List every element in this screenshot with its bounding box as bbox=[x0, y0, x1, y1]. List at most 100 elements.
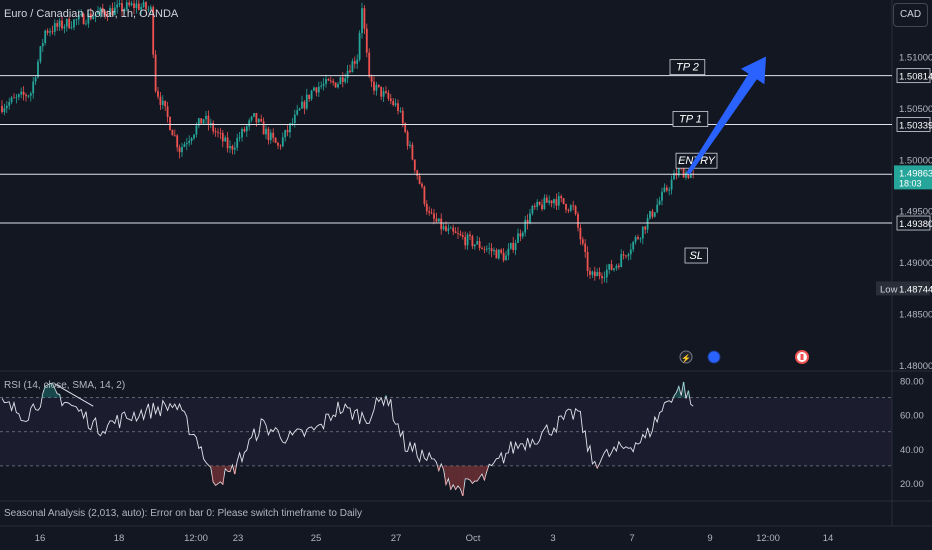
low-price-label: 1.48744 bbox=[899, 284, 932, 295]
candle-body bbox=[387, 92, 390, 99]
candle-body bbox=[130, 3, 133, 6]
candle-body bbox=[291, 123, 294, 124]
candle-body bbox=[389, 98, 392, 102]
candle-body bbox=[495, 249, 498, 259]
rsi-oversold-fill bbox=[461, 465, 464, 497]
candle-body bbox=[603, 277, 606, 279]
candle-body bbox=[416, 170, 419, 176]
candle-body bbox=[507, 248, 510, 256]
candle-body bbox=[325, 79, 327, 84]
candle-body bbox=[116, 4, 119, 8]
candle-body bbox=[152, 7, 155, 55]
rsi-overbought-fill bbox=[41, 393, 44, 398]
candle-body bbox=[605, 269, 608, 278]
current-price-label: 1.49863 bbox=[899, 168, 932, 179]
candle-body bbox=[579, 227, 582, 240]
level-price-tag bbox=[896, 68, 931, 84]
level-price-tag bbox=[896, 215, 931, 231]
candle-body bbox=[533, 205, 536, 207]
current-price-tag bbox=[894, 165, 932, 190]
candle-body bbox=[668, 189, 671, 191]
rsi-overbought-fill bbox=[53, 388, 56, 398]
candle-body bbox=[466, 234, 469, 246]
candle-body bbox=[673, 173, 675, 180]
candle-body bbox=[233, 147, 236, 150]
candle-body bbox=[77, 14, 80, 20]
rsi-oversold-fill bbox=[449, 465, 452, 490]
candle-body bbox=[531, 205, 534, 214]
candle-body bbox=[490, 248, 493, 252]
candle-body bbox=[85, 23, 87, 25]
candle-body bbox=[125, 2, 128, 9]
candle-body bbox=[445, 226, 447, 231]
price-tick-label: 1.51000 bbox=[899, 53, 932, 64]
candle-body bbox=[656, 204, 659, 213]
candle-body bbox=[171, 130, 174, 136]
candle-body bbox=[392, 101, 395, 106]
candle-body bbox=[634, 236, 637, 242]
low-price-tag bbox=[876, 281, 930, 296]
candle-body bbox=[413, 159, 416, 171]
candle-body bbox=[337, 84, 339, 88]
candle-body bbox=[224, 137, 227, 142]
price-tick-label: 1.50500 bbox=[899, 104, 932, 115]
candle-body bbox=[351, 61, 354, 73]
candle-body bbox=[454, 231, 457, 233]
rsi-overbought-fill bbox=[51, 383, 54, 398]
candle-body bbox=[310, 90, 313, 100]
candle-body bbox=[500, 249, 503, 253]
candle-body bbox=[639, 238, 642, 240]
candle-body bbox=[476, 241, 479, 245]
candle-body bbox=[159, 96, 162, 105]
candle-body bbox=[617, 265, 620, 268]
candle-body bbox=[296, 110, 299, 115]
rsi-overbought-fill bbox=[48, 383, 52, 398]
candle-body bbox=[440, 218, 443, 230]
time-tick-label: 25 bbox=[311, 533, 322, 544]
low-prefix-label: Low bbox=[880, 284, 898, 295]
candle-body bbox=[550, 200, 553, 204]
candle-body bbox=[481, 248, 483, 249]
rsi-oversold-fill bbox=[214, 465, 217, 486]
candle-body bbox=[80, 13, 83, 15]
candle-body bbox=[46, 30, 49, 33]
rsi-oversold-fill bbox=[468, 465, 472, 480]
candle-body bbox=[214, 131, 217, 133]
candle-body bbox=[653, 212, 656, 217]
candle-body bbox=[430, 212, 433, 214]
candle-body bbox=[401, 110, 404, 124]
rsi-overbought-fill bbox=[56, 393, 59, 398]
rsi-oversold-fill bbox=[478, 465, 481, 478]
candle-body bbox=[279, 145, 282, 147]
rsi-title: RSI (14, close, SMA, 14, 2) bbox=[4, 380, 126, 391]
candle-body bbox=[298, 108, 301, 111]
candle-body bbox=[452, 227, 455, 232]
candle-body bbox=[265, 128, 267, 135]
rsi-oversold-fill bbox=[216, 465, 220, 484]
rsi-oversold-fill bbox=[226, 465, 229, 472]
candle-body bbox=[87, 13, 90, 24]
candle-body bbox=[505, 255, 507, 261]
currency-button[interactable]: CAD bbox=[893, 3, 928, 27]
candle-body bbox=[339, 77, 342, 85]
candle-body bbox=[682, 167, 685, 178]
candle-body bbox=[577, 214, 579, 228]
candle-body bbox=[137, 3, 140, 10]
candle-body bbox=[188, 140, 191, 144]
candle-body bbox=[613, 268, 615, 270]
rsi-oversold-fill bbox=[476, 465, 479, 481]
candle-body bbox=[200, 118, 203, 124]
candle-body bbox=[375, 84, 378, 91]
candle-body bbox=[260, 119, 263, 122]
candle-body bbox=[596, 272, 599, 277]
time-tick-label: 16 bbox=[35, 533, 46, 544]
candle-body bbox=[483, 248, 486, 250]
candle-body bbox=[111, 8, 114, 16]
candle-body bbox=[488, 248, 491, 250]
candle-body bbox=[646, 218, 649, 230]
candle-body bbox=[406, 131, 409, 146]
candle-body bbox=[1, 105, 3, 113]
candle-body bbox=[51, 31, 54, 33]
annotation-box bbox=[672, 111, 709, 127]
